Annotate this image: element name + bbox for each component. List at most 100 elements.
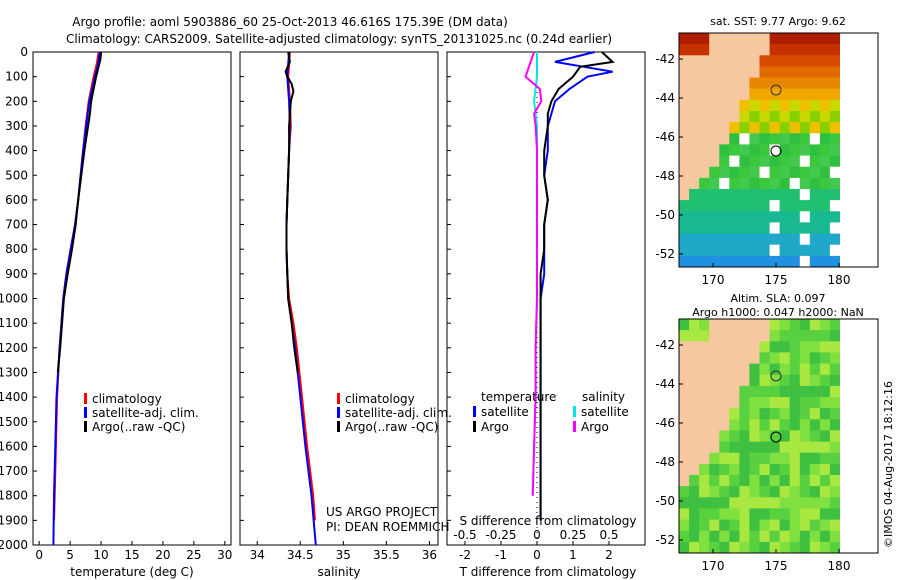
map-cell: [769, 319, 781, 331]
map-cell: [679, 200, 690, 212]
map-cell: [729, 430, 740, 442]
map-cell: [699, 155, 710, 168]
series-satellite-adj-clim-: [52, 51, 101, 546]
map-cell: [679, 255, 690, 268]
map-cell: [719, 255, 730, 268]
map-cell: [759, 77, 771, 90]
map-cell: [699, 255, 710, 268]
map-cell: [689, 497, 700, 509]
map-cell: [699, 319, 710, 331]
map-y-tick-label: -50: [655, 208, 675, 222]
legend-sal-argo-swatch: [573, 421, 576, 432]
map-cell: [749, 44, 760, 56]
map-cell: [829, 374, 841, 387]
x-tick-label: 25: [186, 548, 201, 562]
imos-credit: ©IMOS 04-Aug-2017 18:12:16: [882, 381, 895, 548]
map-cell: [699, 111, 710, 123]
map-cell: [809, 330, 821, 342]
map-cell: [769, 463, 781, 476]
x-tick-label: 5: [66, 548, 74, 562]
map-cell: [759, 452, 771, 465]
map-cell: [799, 233, 811, 246]
map-cell: [779, 122, 791, 134]
map-cell: [809, 88, 821, 101]
x-tick-label: 15: [124, 548, 139, 562]
map-cell: [749, 452, 760, 465]
map-cell: [679, 475, 690, 487]
map-cell: [699, 122, 710, 134]
map-cell: [739, 144, 750, 156]
map-cell: [689, 244, 700, 257]
map-cell: [699, 88, 710, 101]
map-cell: [789, 441, 801, 454]
map-cell: [769, 44, 781, 56]
y-tick-label: 1900: [0, 513, 28, 527]
y-tick-label: 1700: [0, 464, 28, 478]
map-cell: [769, 77, 781, 90]
map-cell: [829, 44, 841, 56]
map-cell: [809, 408, 821, 420]
map-cell: [789, 352, 801, 364]
sst-map-title: sat. SST: 9.77 Argo: 9.62: [710, 15, 846, 28]
y-tick-label: 1600: [0, 439, 28, 453]
map-cell: [829, 385, 841, 398]
map-cell: [799, 44, 811, 56]
map-cell: [689, 211, 700, 223]
legend-temp-argo-swatch: [473, 421, 476, 432]
map-cell: [819, 133, 831, 145]
map-cell: [679, 352, 690, 364]
argo-position-marker: [770, 145, 782, 157]
x-tick-label: 35.5: [373, 548, 400, 562]
map-cell: [689, 452, 700, 465]
map-cell: [829, 233, 841, 246]
map-cell: [719, 133, 730, 145]
series-t-satellite: [539, 51, 613, 521]
map-cell: [759, 330, 771, 342]
map-cell: [719, 55, 730, 67]
map-cell: [689, 88, 700, 101]
map-cell: [729, 330, 740, 342]
map-cell: [799, 519, 811, 532]
map-cell: [759, 155, 771, 168]
map-cell: [759, 33, 771, 45]
map-cell: [679, 374, 690, 387]
map-x-tick-label: 175: [765, 273, 788, 287]
map-cell: [749, 374, 760, 387]
map-cell: [699, 408, 710, 420]
map-cell: [739, 44, 750, 56]
map-cell: [799, 419, 811, 431]
header-line1: Argo profile: aoml 5903886_60 25-Oct-201…: [72, 15, 508, 29]
map-cell: [739, 66, 750, 78]
map-cell: [699, 189, 710, 201]
map-cell: [719, 430, 730, 442]
map-cell: [759, 319, 771, 331]
map-cell: [829, 133, 841, 145]
map-cell: [749, 541, 760, 554]
map-cell: [809, 319, 821, 331]
map-cell: [829, 155, 841, 168]
map-cell: [699, 441, 710, 454]
temperature-legend: climatology satellite-adj. clim. Argo(..…: [84, 392, 199, 434]
map-y-tick-label: -48: [655, 169, 675, 183]
map-cell: [679, 530, 690, 543]
map-cell: [689, 341, 700, 353]
map-cell: [789, 44, 801, 56]
map-cell: [789, 77, 801, 90]
map-cell: [749, 211, 760, 223]
map-cell: [779, 508, 791, 520]
map-cell: [739, 452, 750, 465]
legend-climatology: climatology: [92, 392, 162, 406]
map-cell: [779, 541, 791, 554]
y-tick-label: 900: [5, 267, 28, 281]
map-cell: [819, 189, 831, 201]
map-cell: [739, 330, 750, 342]
map-cell: [699, 519, 710, 532]
map-cell: [749, 319, 760, 331]
map-cell: [809, 66, 821, 78]
map-cell: [729, 33, 740, 45]
map-cell: [829, 200, 841, 212]
map-x-tick-label: 175: [765, 559, 788, 573]
map-y-tick-label: -48: [655, 455, 675, 469]
map-cell: [679, 77, 690, 90]
map-cell: [829, 541, 841, 554]
